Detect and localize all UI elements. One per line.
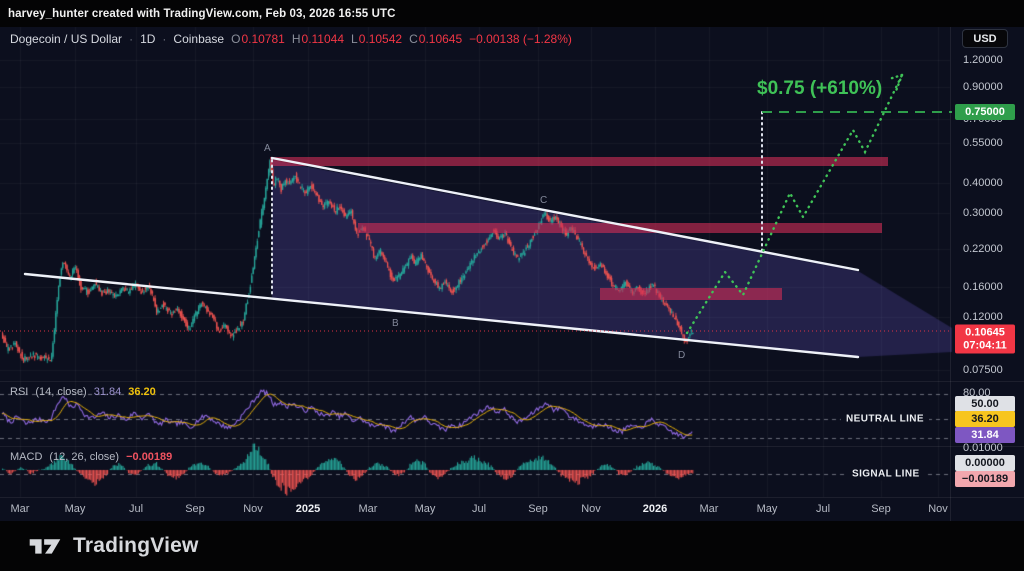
indicator-value-badge: 0.00000 xyxy=(955,455,1015,471)
time-axis-year-label: 2026 xyxy=(642,503,668,515)
time-axis-month-label: May xyxy=(64,503,86,515)
ohlc-high: H 0.11044 xyxy=(291,32,345,46)
price-axis-label: 0.22000 xyxy=(963,243,1003,255)
price-axis-label: 1.20000 xyxy=(963,54,1003,66)
ohlc-change: −0.00138 (−1.28%) xyxy=(469,32,572,46)
rsi-params: (14, close) xyxy=(35,386,87,398)
time-axis-month-label: Sep xyxy=(185,503,205,515)
time-axis-month-label: Sep xyxy=(528,503,548,515)
price-axis-label: 0.90000 xyxy=(963,81,1003,93)
countdown-label: 07:04:11 xyxy=(963,339,1007,351)
pane-divider xyxy=(0,446,1024,447)
tradingview-logo-icon[interactable] xyxy=(28,533,62,559)
macd-value: −0.00189 xyxy=(126,451,173,463)
price-axis[interactable]: 1.200000.900000.700000.550000.400000.300… xyxy=(950,27,1024,521)
time-axis[interactable]: Mar May Jul Sep Nov 2025 Mar May Jul Sep Nov 2026 Ma… xyxy=(0,497,950,521)
pane-divider xyxy=(0,381,1024,382)
time-axis-month-label: Jul xyxy=(815,503,831,515)
rsi-legend[interactable]: RSI (14, close) 31.84 36.20 xyxy=(10,386,156,398)
price-axis-label: 0.40000 xyxy=(963,177,1003,189)
footer-bar: TradingView xyxy=(0,521,1024,571)
time-axis-month-label: Nov xyxy=(928,503,948,515)
indicator-value-badge: −0.00189 xyxy=(955,471,1015,487)
currency-toggle-button[interactable]: USD xyxy=(962,29,1008,48)
price-axis-label: 0.55000 xyxy=(963,137,1003,149)
time-axis-month-label: Nov xyxy=(243,503,263,515)
rsi-value: 31.84 xyxy=(93,386,122,398)
credit-bar: harvey_hunter created with TradingView.c… xyxy=(0,0,1024,27)
time-axis-month-label: Jul xyxy=(128,503,144,515)
price-axis-label: 0.30000 xyxy=(963,207,1003,219)
ohlc-close: C 0.10645 xyxy=(409,32,463,46)
symbol-interval: 1D xyxy=(140,32,156,46)
indicator-value-badge: 50.00 xyxy=(955,396,1015,412)
indicator-value-badge: 36.20 xyxy=(955,411,1015,427)
ohlc-open: O 0.10781 xyxy=(231,32,285,46)
macd-params: (12, 26, close) xyxy=(49,451,120,463)
macd-title: MACD xyxy=(10,451,43,463)
rsi-title: RSI xyxy=(10,386,29,398)
pane-divider xyxy=(0,497,1024,498)
time-axis-month-label: Jul xyxy=(471,503,487,515)
tradingview-brand[interactable]: TradingView xyxy=(73,534,199,557)
time-axis-month-label: Mar xyxy=(10,503,30,515)
time-axis-month-label: Mar xyxy=(699,503,719,515)
price-axis-label: 0.12000 xyxy=(963,311,1003,323)
symbol-name: Dogecoin / US Dollar xyxy=(10,32,123,46)
time-axis-month-label: May xyxy=(756,503,778,515)
separator-dot: · xyxy=(129,32,134,46)
credit-text: harvey_hunter created with TradingView.c… xyxy=(8,7,396,20)
separator-dot: · xyxy=(162,32,167,46)
price-axis-label: 0.16000 xyxy=(963,281,1003,293)
indicator-value-badge: 31.84 xyxy=(955,427,1015,443)
time-axis-month-label: Nov xyxy=(581,503,601,515)
price-axis-label: 0.07500 xyxy=(963,364,1003,376)
symbol-legend[interactable]: Dogecoin / US Dollar · 1D · Coinbase O 0.… xyxy=(10,32,572,46)
time-axis-month-label: Mar xyxy=(358,503,378,515)
price-target-annotation[interactable]: $0.75 (+610%) xyxy=(757,78,883,99)
time-axis-month-label: May xyxy=(414,503,436,515)
ohlc-low: L 0.10542 xyxy=(351,32,403,46)
target-price-badge: 0.75000 xyxy=(955,104,1015,120)
neutral-line-label[interactable]: NEUTRAL LINE xyxy=(841,412,929,426)
symbol-exchange: Coinbase xyxy=(173,32,225,46)
time-axis-month-label: Sep xyxy=(871,503,891,515)
last-price-badge: 0.10645 07:04:11 xyxy=(955,324,1015,354)
macd-legend[interactable]: MACD (12, 26, close) −0.00189 xyxy=(10,451,172,463)
signal-line-label[interactable]: SIGNAL LINE xyxy=(847,467,925,481)
price-axis-label: 0.01000 xyxy=(963,442,1003,454)
rsi-ma-value: 36.20 xyxy=(128,386,156,398)
time-axis-year-label: 2025 xyxy=(295,503,321,515)
